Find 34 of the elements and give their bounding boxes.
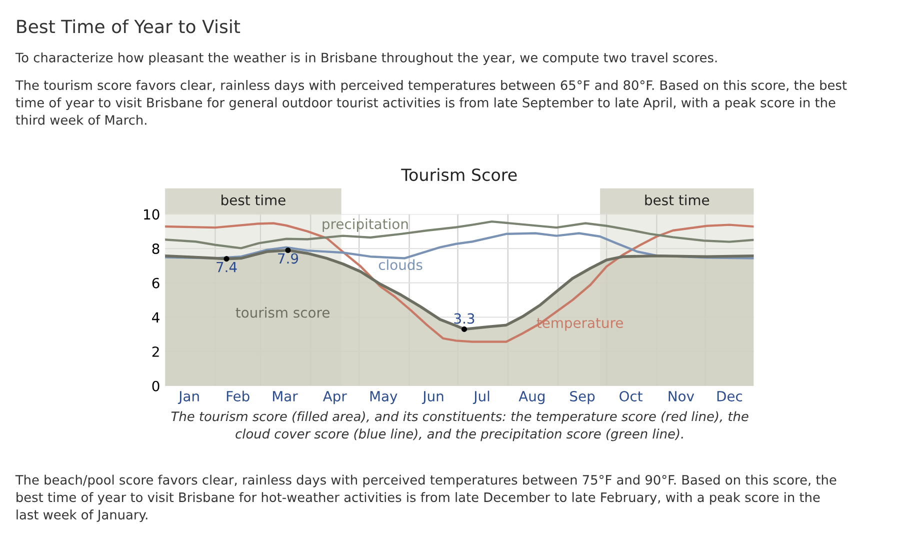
data-label: 3.3 (454, 313, 474, 324)
y-tick-label: 10 (144, 209, 160, 220)
y-tick-label: 6 (152, 278, 160, 288)
x-tick-label: Jun (422, 391, 444, 404)
x-tick-label: Sep (570, 390, 595, 404)
band-label: best time (645, 194, 710, 206)
band-label: best time (222, 194, 286, 206)
y-tick-label: 0 (152, 380, 160, 392)
x-tick-label: Aug (518, 391, 544, 404)
data-label: 7.4 (216, 262, 237, 272)
data-label: 7.9 (278, 253, 298, 264)
y-tick-label: 8 (152, 243, 160, 254)
text: The tourism score (filled area), and its constituents: the temperature score (red line), the cloud cover score (blue line), and the precipitation score (green line). (171, 411, 748, 442)
x-tick-label: Mar (273, 391, 298, 402)
x-tick-label: May (370, 391, 398, 404)
text: The beach/pool score favors clear, rainless days with perceived temperatures between 75°F and 90°F. Based on this score, the best time of year to visit Brisbane for hot-weather activities is from late December to late February, with a peak score in the last week of January. (15, 474, 836, 522)
x-tick-label: Jul (472, 390, 490, 404)
text: Best Time of Year to Visit (17, 19, 240, 34)
text: The tourism score favors clear, rainless days with perceived temperatures between 65°F and 80°F. Based on this score, the best time of year to visit Brisbane for general outdoor tourist activities is from late September to late April, with a peak score in the third week of March. (15, 80, 847, 125)
x-tick-label: Dec (717, 391, 742, 402)
x-tick-label: Nov (668, 391, 694, 402)
text: To characterize how pleasant the weather is in Brisbane throughout the year, we compute two travel scores. (15, 52, 717, 65)
series-label: temperature (536, 318, 623, 331)
y-tick-label: 4 (152, 312, 160, 322)
chart-title: Tourism Score (401, 168, 517, 182)
x-tick-label: Jan (178, 391, 199, 404)
line-series (165, 220, 754, 250)
series-label: clouds (378, 259, 422, 270)
x-tick-label: Feb (226, 390, 250, 402)
series-label: tourism score (236, 307, 330, 318)
x-tick-label: Oct (620, 390, 642, 402)
y-tick-label: 2 (152, 346, 159, 357)
x-tick-label: Apr (322, 391, 347, 404)
series-label: precipitation (322, 218, 408, 232)
